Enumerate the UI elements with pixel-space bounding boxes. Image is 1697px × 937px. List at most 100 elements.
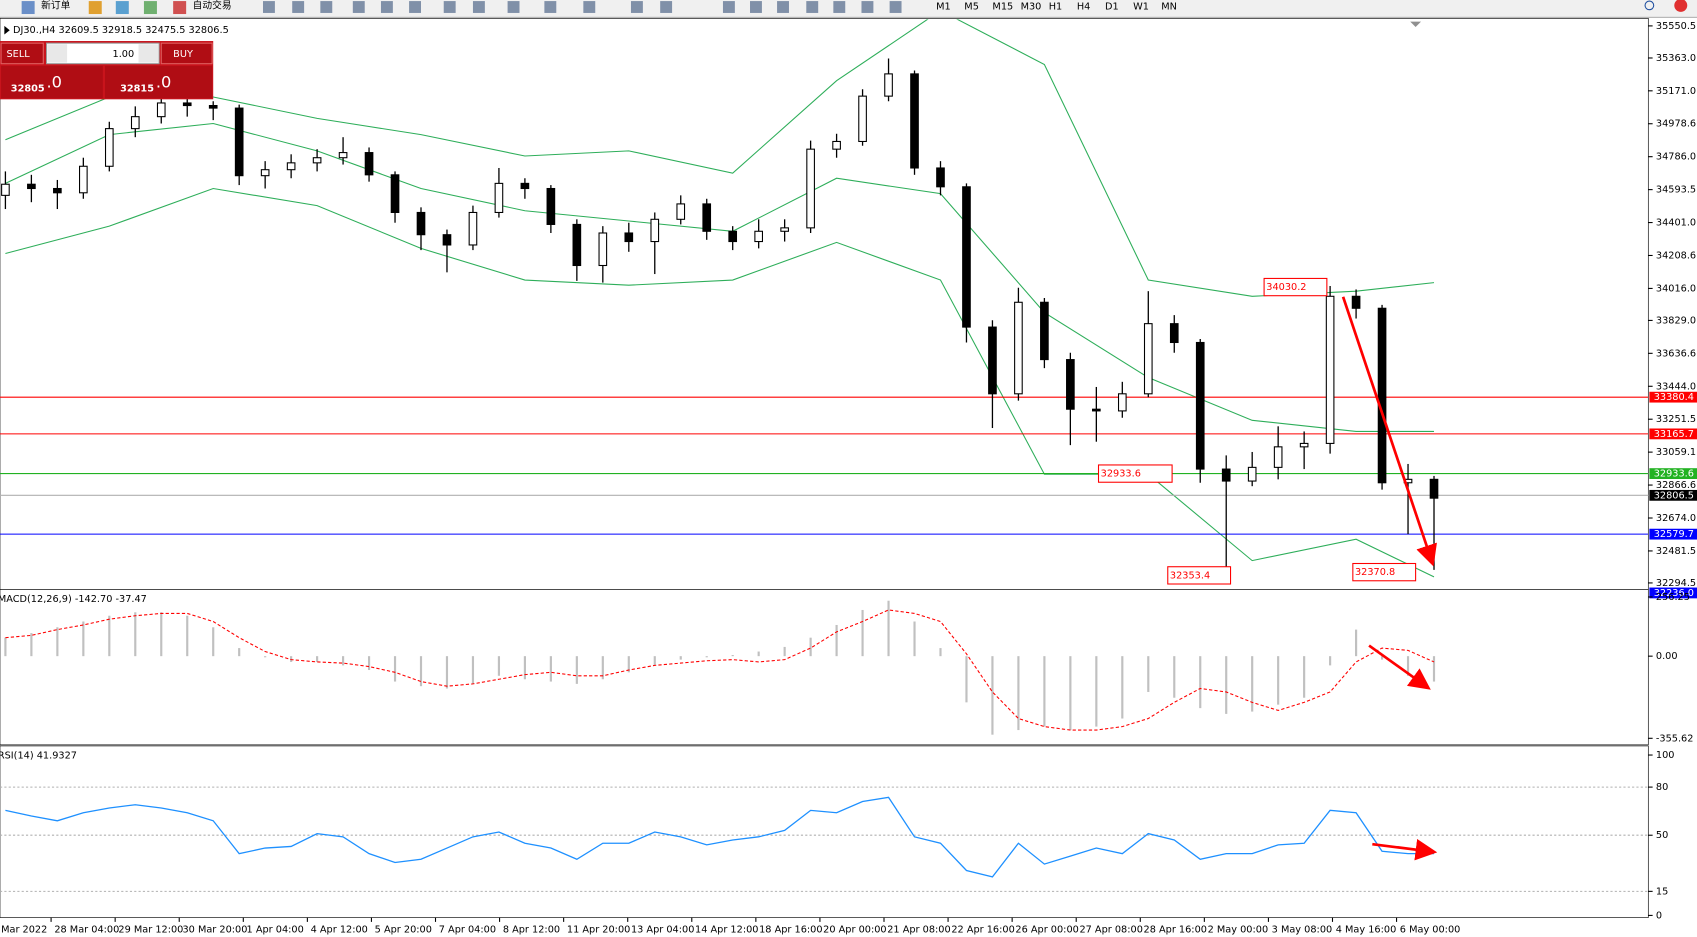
timeframe-button[interactable]: M5 bbox=[964, 1, 979, 12]
tool-icon[interactable] bbox=[777, 1, 789, 13]
tool-icon[interactable] bbox=[262, 1, 275, 13]
tool-icon[interactable] bbox=[861, 1, 874, 13]
price-callout-box bbox=[1167, 566, 1232, 585]
macd-bar bbox=[471, 656, 475, 684]
new-order-icon[interactable] bbox=[21, 1, 35, 15]
macd-bar bbox=[1406, 656, 1410, 676]
bid-price[interactable]: 32805 bbox=[11, 84, 45, 95]
tool-icon[interactable] bbox=[750, 1, 762, 13]
tool-icon[interactable] bbox=[409, 1, 422, 13]
macd-bar bbox=[160, 612, 163, 657]
timeframe-button[interactable]: MN bbox=[1161, 1, 1177, 12]
ask-box[interactable] bbox=[104, 65, 213, 99]
tool-icon[interactable] bbox=[889, 1, 902, 13]
macd-bar bbox=[653, 656, 656, 666]
toolbar-icon[interactable] bbox=[143, 1, 157, 15]
x-tick-label: 4 May 16:00 bbox=[1336, 924, 1397, 935]
bid-fraction[interactable]: .0 bbox=[47, 73, 62, 92]
macd-bar bbox=[4, 637, 7, 657]
macd-bar bbox=[991, 656, 994, 735]
tool-icon[interactable] bbox=[507, 1, 520, 13]
candle-body bbox=[1273, 446, 1283, 468]
timeframe-button[interactable]: M30 bbox=[1021, 1, 1042, 12]
candle-body bbox=[1, 183, 10, 196]
lots-up[interactable] bbox=[138, 44, 159, 63]
lots-down[interactable] bbox=[47, 44, 68, 63]
macd-bar bbox=[887, 600, 890, 657]
timeframe-button[interactable]: H4 bbox=[1077, 1, 1091, 12]
candle-body bbox=[1351, 295, 1361, 309]
tool-icon[interactable] bbox=[583, 1, 596, 13]
timeframe-button[interactable]: H1 bbox=[1049, 1, 1063, 12]
candle-body bbox=[884, 73, 893, 97]
level-tag bbox=[1649, 391, 1697, 403]
timeframe-button[interactable]: W1 bbox=[1133, 1, 1149, 12]
macd-bar bbox=[1303, 656, 1306, 698]
timeframe-button[interactable]: D1 bbox=[1105, 1, 1119, 12]
macd-bar bbox=[1095, 656, 1098, 727]
toolbar-button[interactable]: 新订单 bbox=[41, 0, 70, 11]
x-tick-label: 11 Apr 20:00 bbox=[567, 924, 630, 935]
sell-label[interactable]: SELL bbox=[6, 49, 30, 60]
tool-icon[interactable] bbox=[443, 1, 456, 13]
tool-icon[interactable] bbox=[544, 1, 557, 13]
ask-price[interactable]: 32815 bbox=[120, 84, 154, 95]
macd-bar bbox=[783, 646, 786, 657]
macd-bar bbox=[82, 621, 85, 657]
timeframe-button[interactable]: M1 bbox=[936, 1, 951, 12]
macd-signal bbox=[5, 609, 1435, 731]
alert-icon[interactable] bbox=[1674, 0, 1688, 12]
tool-icon[interactable] bbox=[660, 1, 673, 13]
toolbar-button[interactable]: 自动交易 bbox=[193, 0, 232, 11]
shift-marker[interactable] bbox=[1410, 21, 1422, 27]
macd-bar bbox=[238, 648, 241, 657]
tool-icon[interactable] bbox=[380, 1, 393, 13]
tool-icon[interactable] bbox=[833, 1, 846, 13]
tool-icon[interactable] bbox=[320, 1, 333, 13]
tool-icon[interactable] bbox=[352, 1, 365, 13]
macd-bar bbox=[264, 656, 267, 658]
candle-body bbox=[104, 128, 114, 167]
macd-bar bbox=[1017, 656, 1020, 731]
candle-body bbox=[1014, 301, 1023, 395]
x-tick-label: 27 Apr 08:00 bbox=[1079, 924, 1142, 935]
y-tick-label: 33636.6 bbox=[1656, 348, 1696, 359]
tool-icon[interactable] bbox=[292, 1, 305, 13]
sell-button[interactable] bbox=[0, 42, 44, 65]
x-tick-label: 7 Apr 04:00 bbox=[439, 924, 496, 935]
level-label: 32236.0 bbox=[1654, 588, 1694, 599]
macd-bar bbox=[627, 656, 630, 673]
macd-bar bbox=[731, 655, 734, 657]
lots-input[interactable] bbox=[45, 42, 160, 65]
candle-body bbox=[260, 169, 270, 177]
timeframe-button[interactable]: M15 bbox=[992, 1, 1013, 12]
y-tick-label: 0.00 bbox=[1656, 651, 1678, 662]
macd-label: MACD(12,26,9) -142.70 -37.47 bbox=[0, 594, 147, 605]
candle-body bbox=[286, 162, 296, 171]
buy-label[interactable]: BUY bbox=[173, 49, 193, 60]
candle-body bbox=[338, 152, 348, 159]
tool-icon[interactable] bbox=[806, 1, 819, 13]
macd-bar bbox=[1355, 629, 1358, 657]
macd-bar bbox=[757, 651, 760, 657]
y-tick-label: 35550.5 bbox=[1656, 21, 1696, 32]
x-tick-label: 6 May 00:00 bbox=[1400, 924, 1461, 935]
bid-box[interactable] bbox=[1, 65, 103, 99]
toolbar-icon[interactable] bbox=[88, 1, 102, 15]
macd-bar bbox=[367, 656, 371, 671]
auto-trade-icon[interactable] bbox=[173, 1, 187, 15]
search-icon[interactable] bbox=[1644, 0, 1655, 11]
candle-body bbox=[208, 104, 218, 109]
candle-body bbox=[468, 211, 478, 246]
lots-value[interactable]: 1.00 bbox=[113, 49, 135, 60]
buy-button[interactable] bbox=[160, 42, 213, 65]
toolbar-icon[interactable] bbox=[115, 1, 129, 15]
tool-icon[interactable] bbox=[630, 1, 643, 13]
tool-icon[interactable] bbox=[472, 1, 485, 13]
macd-bar bbox=[1380, 656, 1384, 660]
macd-bar bbox=[1173, 656, 1176, 698]
ask-fraction[interactable]: .0 bbox=[156, 73, 171, 92]
macd-bar bbox=[1277, 656, 1280, 705]
tool-icon[interactable] bbox=[722, 1, 735, 13]
